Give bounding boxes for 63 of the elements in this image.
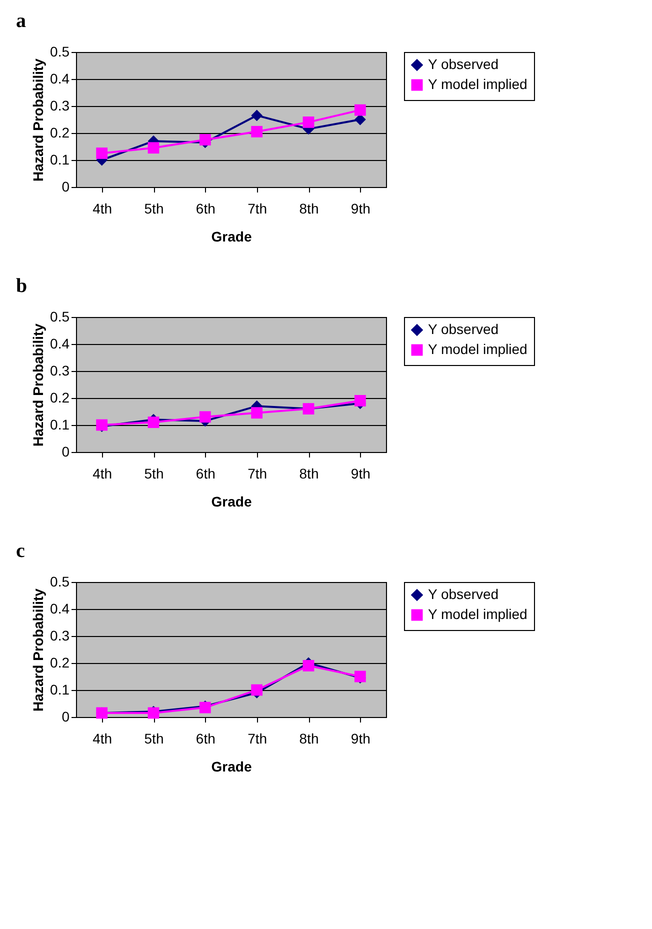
x-tick-label: 8th bbox=[299, 466, 319, 482]
y-tick-label: 0.2 bbox=[50, 654, 70, 670]
legend-label: Y model implied bbox=[428, 341, 528, 357]
x-tick-label: 7th bbox=[248, 466, 268, 482]
point bbox=[354, 104, 366, 116]
chart-title: b bbox=[16, 275, 28, 297]
x-tick-label: 7th bbox=[248, 200, 268, 216]
y-axis-title: Hazard Probability bbox=[30, 588, 46, 712]
point bbox=[148, 142, 160, 154]
point bbox=[354, 395, 366, 406]
y-tick-label: 0.1 bbox=[50, 416, 70, 432]
legend-label: Y observed bbox=[428, 586, 499, 602]
x-tick-label: 6th bbox=[196, 200, 216, 216]
legend-label: Y model implied bbox=[428, 606, 528, 622]
x-tick-label: 4th bbox=[92, 200, 112, 216]
y-tick-label: 0.5 bbox=[50, 574, 70, 590]
y-tick-label: 0.3 bbox=[50, 628, 70, 644]
x-tick-label: 5th bbox=[144, 730, 164, 746]
x-tick-label: 4th bbox=[92, 466, 112, 482]
y-tick-label: 0 bbox=[62, 708, 70, 724]
x-axis-title: Grade bbox=[211, 494, 252, 510]
x-axis-title: Grade bbox=[211, 228, 252, 244]
y-tick-label: 0.2 bbox=[50, 124, 70, 140]
point bbox=[302, 660, 314, 672]
y-tick-label: 0.5 bbox=[50, 44, 70, 60]
y-axis-title: Hazard Probability bbox=[30, 323, 46, 446]
legend-label: Y observed bbox=[428, 321, 499, 337]
point bbox=[96, 148, 108, 159]
legend-label: Y observed bbox=[428, 56, 499, 72]
point bbox=[251, 407, 263, 419]
y-tick-label: 0.3 bbox=[50, 362, 70, 378]
y-tick-label: 0.2 bbox=[50, 390, 70, 406]
y-tick-label: 0.1 bbox=[50, 152, 70, 168]
y-tick-label: 0.4 bbox=[50, 336, 70, 352]
legend-label: Y model implied bbox=[428, 76, 528, 92]
y-tick-label: 0 bbox=[62, 178, 70, 194]
y-tick-label: 0.3 bbox=[50, 98, 70, 114]
y-tick-label: 0 bbox=[62, 444, 70, 460]
point bbox=[148, 416, 160, 428]
y-tick-label: 0.4 bbox=[50, 600, 70, 616]
point bbox=[199, 134, 211, 146]
x-tick-label: 5th bbox=[144, 200, 164, 216]
y-tick-label: 0.4 bbox=[50, 70, 70, 86]
chart-title: c bbox=[16, 540, 25, 562]
x-tick-label: 4th bbox=[92, 730, 112, 746]
x-tick-label: 6th bbox=[196, 730, 216, 746]
x-tick-label: 6th bbox=[196, 466, 216, 482]
x-tick-label: 5th bbox=[144, 466, 164, 482]
point bbox=[302, 116, 314, 128]
x-tick-label: 9th bbox=[350, 200, 370, 216]
point bbox=[251, 126, 263, 138]
x-tick-label: 7th bbox=[248, 730, 268, 746]
x-tick-label: 9th bbox=[350, 466, 370, 482]
x-axis-title: Grade bbox=[211, 758, 252, 774]
chart-title: a bbox=[16, 10, 26, 32]
point bbox=[199, 411, 211, 423]
x-tick-label: 8th bbox=[299, 730, 319, 746]
y-tick-label: 0.5 bbox=[50, 308, 70, 324]
y-tick-label: 0.1 bbox=[50, 682, 70, 698]
x-tick-label: 9th bbox=[350, 730, 370, 746]
point bbox=[251, 110, 263, 122]
y-axis-title: Hazard Probability bbox=[30, 58, 46, 182]
x-tick-label: 8th bbox=[299, 200, 319, 216]
